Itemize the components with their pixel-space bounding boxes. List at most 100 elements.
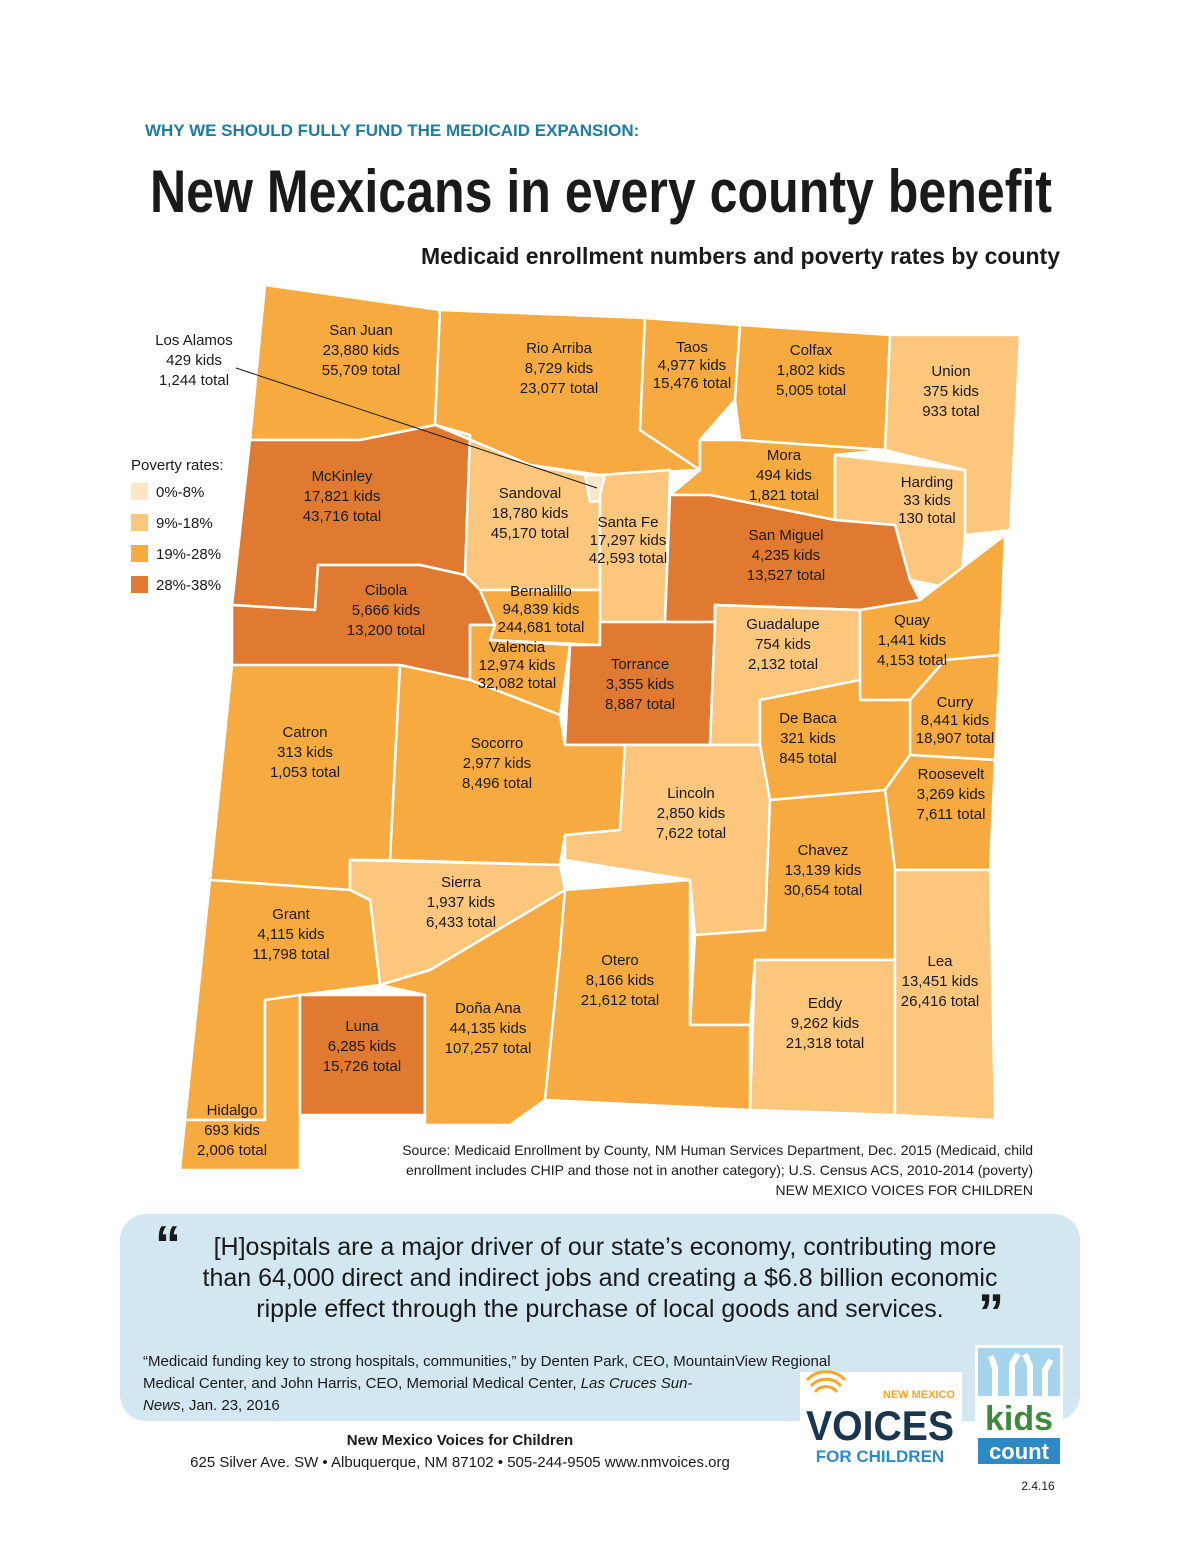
- county-kids: 9,262 kids: [791, 1015, 859, 1032]
- county-name: Lincoln: [667, 785, 715, 802]
- county-kids: 13,139 kids: [785, 862, 862, 879]
- county-name: Santa Fe: [598, 514, 659, 531]
- county-name: Luna: [345, 1018, 379, 1035]
- count-bg: [978, 1438, 1060, 1464]
- county-total: 45,170 total: [491, 525, 569, 542]
- county-total: 18,907 total: [916, 730, 994, 747]
- county-kids: 44,135 kids: [450, 1020, 527, 1037]
- county-kids: 8,729 kids: [525, 360, 593, 377]
- county: [543, 878, 752, 1112]
- county: [893, 868, 997, 1122]
- county-name: Doña Ana: [455, 1000, 522, 1017]
- county: [563, 743, 772, 937]
- county-total: 11,798 total: [252, 946, 329, 963]
- county-total: 42,593 total: [589, 550, 667, 567]
- county-name: Union: [931, 363, 970, 380]
- kids-count-hands-icon: [988, 1352, 1054, 1396]
- voices-logo-icon: [805, 1370, 847, 1394]
- county-total: 7,611 total: [917, 806, 986, 823]
- legend-label: 0%-8%: [156, 484, 204, 501]
- county-name: Hidalgo: [207, 1102, 258, 1119]
- county-name: Quay: [894, 612, 930, 629]
- county-kids: 33 kids: [903, 492, 951, 509]
- county-kids: 693 kids: [204, 1122, 260, 1139]
- citation-part: News: [143, 1397, 181, 1414]
- title: New Mexicans in every county benefit: [150, 158, 1052, 225]
- county-total: 15,726 total: [323, 1058, 401, 1075]
- county-total: 2,006 total: [197, 1142, 267, 1159]
- footer-address: 625 Silver Ave. SW • Albuquerque, NM 871…: [190, 1454, 730, 1471]
- county-name: Guadalupe: [746, 616, 819, 633]
- county-kids: 12,974 kids: [479, 657, 556, 674]
- citation-part: “Medicaid funding key to strong hospital…: [143, 1353, 831, 1370]
- quote-close: ”: [978, 1284, 1004, 1342]
- quote-box: [120, 1214, 1080, 1421]
- county-total: 6,433 total: [426, 914, 496, 931]
- quote-line: ripple effect through the purchase of lo…: [256, 1295, 943, 1323]
- county-name: Grant: [272, 906, 310, 923]
- citation-part: Las Cruces Sun-: [581, 1375, 693, 1392]
- county-kids: 754 kids: [755, 636, 811, 653]
- county-kids: 1,441 kids: [878, 632, 946, 649]
- county-total: 21,318 total: [786, 1035, 864, 1052]
- county-total: 13,200 total: [347, 622, 425, 639]
- county-name: Sandoval: [499, 485, 562, 502]
- leader-line: [235, 367, 598, 489]
- county-name: Taos: [676, 339, 708, 356]
- county-total: 4,153 total: [877, 652, 947, 669]
- county-total: 55,709 total: [322, 362, 400, 379]
- source-line: enrollment includes CHIP and those not i…: [406, 1162, 1033, 1178]
- quote-line: [H]ospitals are a major driver of our st…: [214, 1233, 997, 1261]
- county-total: 933 total: [922, 403, 980, 420]
- quote-open: “: [155, 1216, 181, 1274]
- legend-label: 28%-38%: [156, 577, 221, 594]
- county-total: 8,496 total: [462, 775, 532, 792]
- source-line: Source: Medicaid Enrollment by County, N…: [402, 1142, 1033, 1158]
- date: 2.4.16: [1021, 1479, 1055, 1493]
- county-kids: 17,297 kids: [590, 532, 667, 549]
- county-name: Mora: [767, 447, 802, 464]
- county-name: Chavez: [798, 842, 849, 859]
- county-kids: 4,977 kids: [658, 357, 726, 374]
- county-name: Rio Arriba: [526, 340, 593, 357]
- county-total: 845 total: [779, 750, 837, 767]
- county-total: 21,612 total: [581, 992, 659, 1009]
- county-kids: 6,285 kids: [328, 1038, 396, 1055]
- count-logo: count: [989, 1439, 1050, 1464]
- county-kids: 3,269 kids: [917, 786, 985, 803]
- county-name: De Baca: [779, 710, 837, 727]
- county-kids: 2,977 kids: [463, 755, 531, 772]
- footer-org: New Mexico Voices for Children: [347, 1432, 573, 1449]
- subtitle: Medicaid enrollment numbers and poverty …: [421, 243, 1060, 269]
- county-kids: 321 kids: [780, 730, 836, 747]
- county-name: Lea: [927, 953, 953, 970]
- kicker: WHY WE SHOULD FULLY FUND THE MEDICAID EX…: [145, 121, 639, 140]
- county-name: Cibola: [365, 582, 408, 599]
- county: [688, 788, 897, 1027]
- county-kids: 23,880 kids: [323, 342, 400, 359]
- kids-logo: kids: [985, 1400, 1053, 1438]
- county-kids: 1,802 kids: [777, 362, 845, 379]
- county-kids: 494 kids: [756, 467, 812, 484]
- county-total: 32,082 total: [478, 675, 556, 692]
- county-name: Los Alamos: [155, 332, 233, 349]
- county-total: 30,654 total: [784, 882, 862, 899]
- county-total: 5,005 total: [776, 382, 846, 399]
- quote: [H]ospitals are a major driver of our st…: [203, 1233, 1004, 1342]
- county-name: Torrance: [611, 656, 669, 673]
- county-kids: 8,166 kids: [586, 972, 654, 989]
- citation-line: Medical Center, and John Harris, CEO, Me…: [143, 1375, 692, 1392]
- county-name: Catron: [282, 724, 327, 741]
- county-kids: 4,235 kids: [752, 547, 820, 564]
- county-kids: 18,780 kids: [492, 505, 569, 522]
- legend-label: 9%-18%: [156, 515, 213, 532]
- voices-logo-top: NEW MEXICO: [883, 1389, 956, 1401]
- legend-swatch: [131, 545, 148, 562]
- county-name: San Juan: [329, 322, 392, 339]
- county-kids: 4,115 kids: [257, 926, 324, 943]
- county-total: 23,077 total: [520, 380, 598, 397]
- county: [298, 993, 427, 1117]
- source-line: NEW MEXICO VOICES FOR CHILDREN: [776, 1182, 1033, 1198]
- county-name: Socorro: [471, 735, 524, 752]
